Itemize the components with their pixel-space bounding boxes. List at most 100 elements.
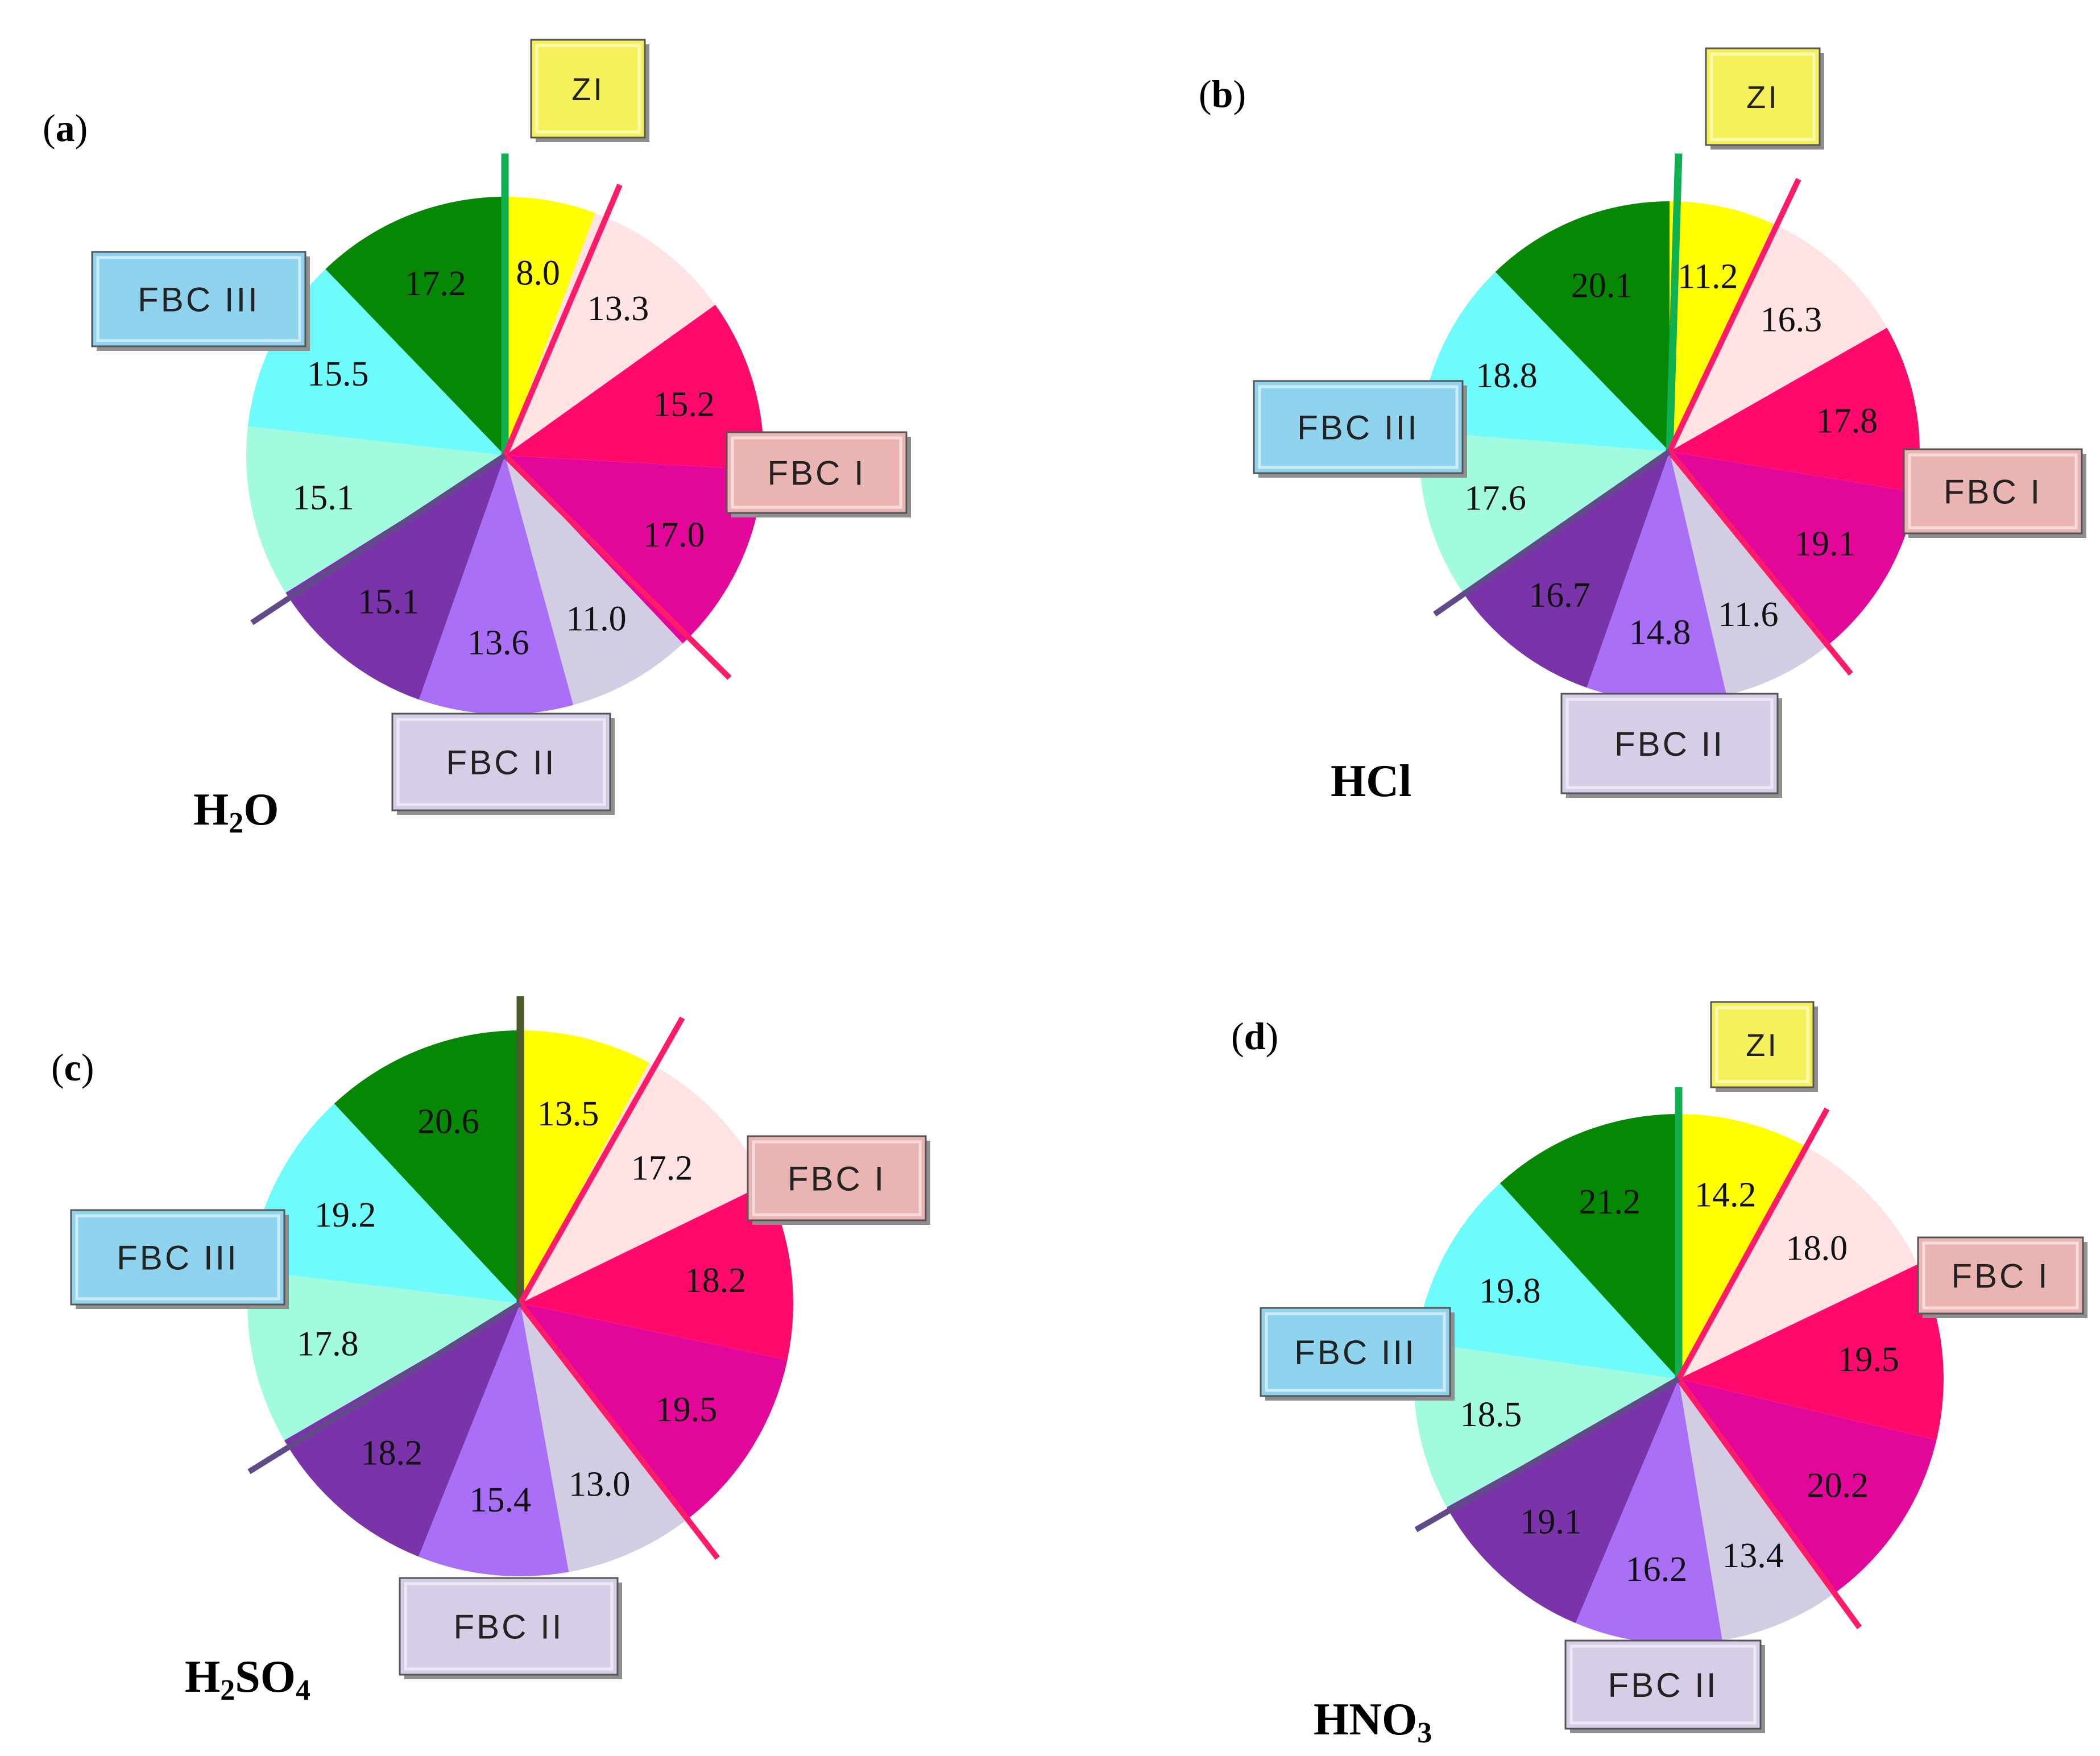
zone-label-fbc3-c-box	[70, 1209, 285, 1306]
pie-slice-b-10	[1495, 201, 1670, 452]
pie-slice-a-2	[505, 213, 715, 455]
slice-value-label-d-9: 19.8	[1479, 1272, 1541, 1310]
fbc3-divider-line-c	[247, 1301, 522, 1475]
pie-slice-a-3	[505, 305, 764, 470]
fbc1-divider-line-c	[518, 1301, 720, 1560]
zone-label-fbc2-c: FBC II	[399, 1577, 622, 1679]
slice-value-label-b-6: 14.8	[1629, 613, 1691, 652]
zone-label-fbc1-b-box	[1903, 448, 2083, 535]
zone-label-fbc2-a-box	[391, 713, 611, 811]
pie-slice-c-1	[520, 1030, 649, 1303]
panel-letter-c: (c)	[51, 1046, 94, 1089]
pie-slice-d-5	[1679, 1379, 1836, 1641]
zone-label-fbc1-d-box	[1917, 1236, 2084, 1315]
slice-value-label-c-6: 15.4	[470, 1481, 532, 1519]
pie-slice-c-2	[520, 1062, 766, 1303]
zone-label-fbc3-b-label: FBC III	[1297, 409, 1419, 447]
pie-slice-c-3	[520, 1183, 793, 1360]
slice-value-label-d-6: 16.2	[1626, 1550, 1688, 1589]
pie-slice-b-6	[1587, 452, 1727, 702]
zone-label-fbc3-d: FBC III	[1260, 1307, 1455, 1401]
solvent-label-d: HNO3	[1314, 1695, 1432, 1749]
slice-value-label-a-2: 13.3	[587, 289, 649, 328]
zone-label-fbc3-c: FBC III	[70, 1209, 289, 1309]
zone-label-zi-b-bevel	[1710, 52, 1816, 141]
slice-value-label-d-3: 19.5	[1837, 1340, 1899, 1379]
slice-value-label-a-6: 13.6	[467, 623, 529, 662]
slice-value-label-b-1: 11.2	[1677, 258, 1738, 296]
fbc1-divider-line-c	[517, 1016, 685, 1305]
pie-slice-c-8	[247, 1270, 520, 1440]
zone-label-fbc1-c: FBC I	[747, 1135, 930, 1225]
zone-label-zi-d-box	[1710, 1001, 1815, 1088]
slice-value-label-b-5: 11.6	[1718, 595, 1778, 634]
fbc1-divider-line-a	[503, 453, 732, 680]
zone-label-fbc1-b-label: FBC I	[1944, 473, 2042, 511]
slice-value-label-b-9: 18.8	[1476, 357, 1538, 395]
zone-label-fbc1-a-bevel	[731, 436, 902, 509]
zone-label-fbc1-d-label: FBC I	[1951, 1257, 2049, 1295]
pie-panel-a: 8.0 13.3 15.2 17.0 11.0 13.6 15.1 15.1 15.5 17.2 Z…	[43, 39, 911, 839]
zone-label-fbc2-b-box	[1560, 693, 1779, 794]
zone-label-fbc1-a: FBC I	[726, 431, 911, 517]
zone-label-fbc1-b-bevel	[1908, 453, 2078, 529]
pie-slice-a-7	[285, 455, 505, 700]
pie-slice-c-5	[520, 1303, 686, 1572]
zone-label-fbc3-a: FBC III	[91, 251, 310, 351]
zone-label-fbc2-a-bevel	[396, 718, 606, 806]
fbc3-divider-line-a	[250, 453, 507, 626]
zone-label-fbc2-a-label: FBC II	[446, 744, 556, 782]
pie-slice-b-4	[1670, 452, 1916, 647]
zone-label-fbc1-b: FBC I	[1903, 448, 2086, 538]
pie-panel-b: 11.2 16.3 17.8 19.1 11.6 14.8 16.7 17.6 18.8 20.1…	[1199, 47, 2086, 806]
zone-label-fbc2-a: FBC II	[391, 713, 615, 815]
pie-slice-a-8	[246, 426, 505, 593]
solvent-label-c: H2SO4	[185, 1652, 310, 1707]
pie-slice-c-9	[249, 1103, 520, 1303]
zi-divider-line-b	[1666, 153, 1683, 452]
zone-label-zi-d-label: ZI	[1746, 1027, 1779, 1063]
zone-label-zi-b-label: ZI	[1746, 79, 1779, 115]
pie-slice-c-10	[334, 1030, 520, 1303]
solvent-label-a: H2O	[193, 785, 279, 839]
slice-value-label-c-10: 20.6	[417, 1102, 479, 1141]
pie-slice-a-5	[505, 455, 683, 705]
zone-label-fbc3-b-box	[1253, 380, 1464, 474]
zone-label-fbc2-c-bevel	[404, 1582, 614, 1671]
zone-label-fbc3-a-box	[91, 251, 306, 347]
zone-label-fbc3-c-bevel	[75, 1214, 280, 1301]
slice-value-label-b-3: 17.8	[1816, 402, 1878, 441]
zone-label-zi-a: ZI	[530, 39, 649, 142]
zone-label-fbc3-d-label: FBC III	[1294, 1333, 1416, 1372]
slice-value-label-b-10: 20.1	[1571, 266, 1633, 305]
slice-value-label-a-5: 11.0	[566, 600, 626, 639]
slice-value-label-c-9: 19.2	[314, 1196, 376, 1235]
zone-label-zi-d: ZI	[1710, 1001, 1818, 1092]
slice-value-label-a-8: 15.1	[292, 478, 354, 517]
slice-value-label-c-8: 17.8	[297, 1324, 359, 1363]
fbc1-divider-line-d	[1676, 1377, 1862, 1629]
zone-label-zi-a-box	[530, 39, 646, 139]
pie-panel-d: 14.2 18.0 19.5 20.2 13.4 16.2 19.1 18.5 19.8 21.2…	[1231, 1001, 2087, 1749]
zone-label-fbc1-c-label: FBC I	[788, 1160, 886, 1198]
slice-value-label-c-3: 18.2	[685, 1261, 747, 1300]
slice-value-label-b-2: 16.3	[1761, 300, 1823, 339]
pie-slice-b-9	[1420, 272, 1670, 452]
slice-value-label-c-1: 13.5	[537, 1095, 599, 1133]
fbc1-divider-line-a	[502, 184, 623, 457]
zone-label-zi-a-label: ZI	[571, 71, 604, 107]
pie-slice-c-6	[419, 1303, 569, 1577]
zone-label-fbc2-d-bevel	[1569, 1645, 1757, 1725]
pie-slice-b-7	[1462, 452, 1670, 688]
slice-value-label-a-9: 15.5	[307, 355, 369, 394]
zone-label-fbc2-b-label: FBC II	[1614, 725, 1725, 763]
zone-label-fbc3-b: FBC III	[1253, 380, 1467, 478]
slice-value-label-d-1: 14.2	[1695, 1176, 1757, 1215]
pie-slice-d-10	[1500, 1114, 1679, 1379]
slice-value-label-d-8: 18.5	[1460, 1395, 1522, 1434]
slice-value-label-d-2: 18.0	[1786, 1229, 1848, 1268]
pie-slice-d-1	[1679, 1114, 1805, 1379]
pie-slice-c-4	[520, 1303, 788, 1521]
slice-value-label-d-7: 19.1	[1520, 1502, 1582, 1541]
zone-label-zi-b-box	[1705, 47, 1821, 146]
